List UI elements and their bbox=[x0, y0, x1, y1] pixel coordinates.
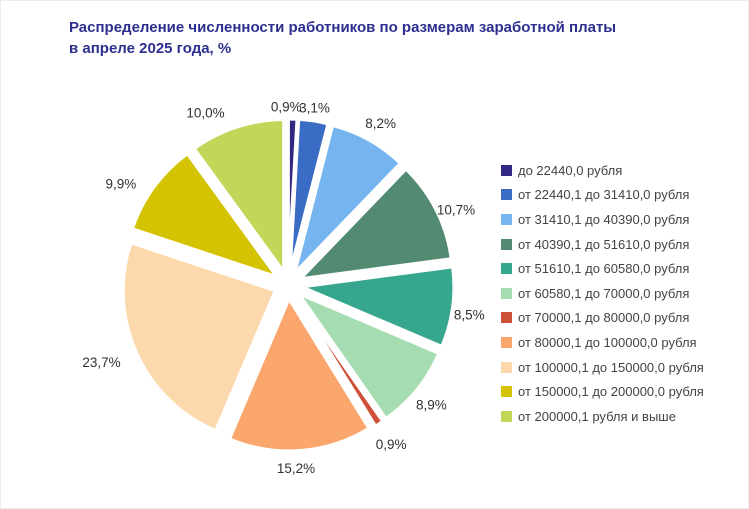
pie-slice-label-3: 10,7% bbox=[437, 203, 475, 218]
pie-slice-0 bbox=[286, 117, 299, 272]
legend-swatch-4 bbox=[501, 263, 512, 275]
legend-label-2: от 31410,1 до 40390,0 рубля bbox=[518, 211, 690, 227]
legend-label-10: от 200000,1 рубля и выше bbox=[518, 408, 676, 424]
pie-slice-5 bbox=[294, 290, 441, 421]
legend-swatch-2 bbox=[501, 213, 512, 225]
legend-item-7: от 80000,1 до 100000,0 рубля bbox=[501, 330, 704, 355]
pie-slice-label-0: 0,9% bbox=[271, 100, 302, 115]
pie-slice-label-5: 8,9% bbox=[416, 398, 447, 413]
legend-item-8: от 100000,1 до 150000,0 рубля bbox=[501, 355, 704, 380]
legend-item-9: от 150000,1 до 200000,0 рубля bbox=[501, 379, 704, 404]
legend-swatch-10 bbox=[501, 410, 512, 422]
legend-label-5: от 60580,1 до 70000,0 рубля bbox=[518, 285, 690, 301]
legend-item-0: до 22440,0 рубля bbox=[501, 158, 704, 183]
legend-swatch-0 bbox=[501, 164, 512, 176]
legend-item-4: от 51610,1 до 60580,0 рубля bbox=[501, 256, 704, 281]
pie-slice-label-8: 23,7% bbox=[82, 355, 120, 370]
pie-slice-10 bbox=[192, 118, 286, 277]
pie-slice-label-10: 10,0% bbox=[186, 106, 224, 121]
pie-slice-3 bbox=[296, 167, 453, 281]
legend-label-6: от 70000,1 до 80000,0 рубля bbox=[518, 310, 690, 326]
pie-slice-label-2: 8,2% bbox=[365, 116, 396, 131]
pie-slice-4 bbox=[296, 265, 456, 349]
legend-item-2: от 31410,1 до 40390,0 рубля bbox=[501, 207, 704, 232]
legend-swatch-8 bbox=[501, 361, 512, 373]
legend-item-3: от 40390,1 до 51610,0 рубля bbox=[501, 232, 704, 257]
pie-slice-label-4: 8,5% bbox=[454, 308, 485, 323]
legend-item-10: от 200000,1 рубля и выше bbox=[501, 404, 704, 429]
pie-slice-6 bbox=[294, 295, 385, 429]
legend-label-8: от 100000,1 до 150000,0 рубля bbox=[518, 359, 704, 375]
pie-slice-label-9: 9,9% bbox=[105, 177, 136, 192]
legend-label-0: до 22440,0 рубля bbox=[518, 162, 623, 178]
chart-title-line2: в апреле 2025 года, % bbox=[69, 40, 232, 57]
pie-slice-1 bbox=[288, 117, 330, 272]
legend-swatch-9 bbox=[501, 386, 512, 398]
legend-swatch-1 bbox=[501, 189, 512, 201]
pie-slice-7 bbox=[227, 295, 371, 453]
legend: до 22440,0 рубля от 22440,1 до 31410,0 ру… bbox=[501, 158, 704, 429]
legend-swatch-7 bbox=[501, 336, 512, 348]
legend-item-1: от 22440,1 до 31410,0 рубля bbox=[501, 183, 704, 208]
legend-label-7: от 80000,1 до 100000,0 рубля bbox=[518, 334, 697, 350]
legend-item-6: от 70000,1 до 80000,0 рубля bbox=[501, 306, 704, 331]
legend-swatch-3 bbox=[501, 238, 512, 250]
legend-swatch-6 bbox=[501, 312, 512, 324]
pie-slice-8 bbox=[121, 240, 278, 433]
legend-item-5: от 60580,1 до 70000,0 рубля bbox=[501, 281, 704, 306]
pie-slice-label-7: 15,2% bbox=[277, 461, 315, 476]
pie-slice-2 bbox=[291, 123, 403, 278]
pie-slice-label-1: 3,1% bbox=[299, 101, 330, 116]
legend-label-9: от 150000,1 до 200000,0 рубля bbox=[518, 384, 704, 400]
legend-label-1: от 22440,1 до 31410,0 рубля bbox=[518, 187, 690, 203]
legend-label-3: от 40390,1 до 51610,0 рубля bbox=[518, 236, 690, 252]
legend-label-4: от 51610,1 до 60580,0 рубля bbox=[518, 261, 690, 277]
pie-slice-label-6: 0,9% bbox=[376, 437, 407, 452]
chart-title: Распределение численности работников по … bbox=[69, 17, 669, 59]
chart-title-line1: Распределение численности работников по … bbox=[69, 19, 617, 36]
pie-slice-9 bbox=[130, 151, 281, 280]
legend-swatch-5 bbox=[501, 287, 512, 299]
